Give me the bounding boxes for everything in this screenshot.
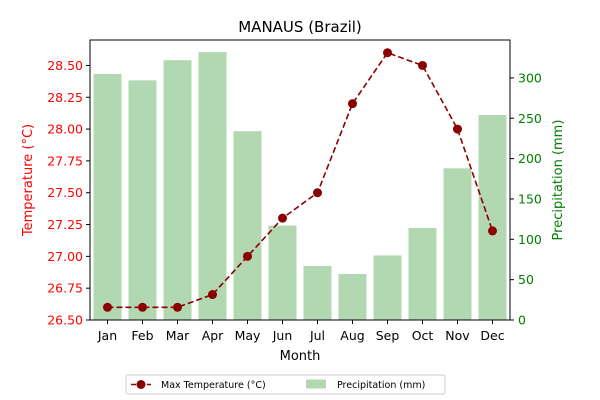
x-tick-label: Sep	[376, 328, 400, 343]
x-axis-label: Month	[280, 349, 321, 364]
right-y-tick-label: 50	[518, 272, 534, 287]
right-y-axis-label: Precipitation (mm)	[551, 120, 566, 241]
temperature-line	[107, 51, 494, 309]
precipitation-bar	[478, 115, 507, 320]
x-tick-label: Jun	[272, 328, 293, 343]
temperature-point	[383, 48, 392, 58]
legend-label-temperature: Max Temperature (°C)	[161, 380, 266, 391]
temperature-point	[278, 213, 287, 223]
temperature-point	[103, 302, 112, 312]
precipitation-bar	[373, 255, 402, 320]
left-y-tick-label: 27.50	[47, 185, 83, 200]
x-tick-label: Jan	[97, 328, 117, 343]
temperature-point	[418, 60, 427, 70]
precipitation-bar	[443, 168, 472, 320]
x-tick-label: Oct	[412, 328, 434, 343]
left-y-tick-label: 27.75	[47, 153, 83, 168]
precipitation-bar	[128, 80, 157, 320]
left-y-tick-label: 28.50	[47, 58, 83, 73]
x-tick-label: Feb	[131, 328, 153, 343]
right-y-tick-label: 150	[518, 191, 542, 206]
precipitation-bar	[303, 265, 332, 320]
legend-marker-swatch	[136, 380, 146, 389]
right-y-axis: 0 50 100 150 200 250 300	[510, 70, 542, 328]
left-y-tick-label: 26.50	[47, 313, 83, 328]
precipitation-bar	[338, 274, 367, 320]
legend-label-precipitation: Precipitation (mm)	[337, 380, 425, 391]
precipitation-bar	[198, 52, 227, 320]
left-y-tick-label: 28.25	[47, 90, 83, 105]
precipitation-bar	[408, 228, 437, 320]
plot-frame	[89, 39, 511, 321]
right-y-tick-label: 0	[518, 313, 526, 328]
left-y-tick-label: 27.00	[47, 249, 83, 264]
left-y-tick-label: 28.00	[47, 122, 83, 137]
x-tick-label: Mar	[166, 328, 190, 343]
temperature-point	[453, 124, 462, 134]
precipitation-bars	[93, 52, 507, 320]
right-y-tick-label: 250	[518, 111, 542, 126]
right-y-tick-label: 300	[518, 70, 542, 85]
right-y-tick-label: 100	[518, 232, 542, 247]
x-tick-label: Apr	[202, 328, 224, 343]
precipitation-bar	[163, 60, 192, 320]
precipitation-bar	[93, 73, 122, 320]
x-tick-label: Jul	[309, 328, 325, 343]
chart-title: MANAUS (Brazil)	[238, 18, 362, 36]
temperature-point	[208, 290, 217, 300]
precipitation-bar	[233, 131, 262, 320]
legend-frame	[125, 374, 446, 395]
temperature-point	[313, 188, 322, 198]
left-y-tick-label: 27.25	[47, 217, 83, 232]
legend-bar-swatch	[306, 379, 326, 389]
temperature-point	[138, 302, 147, 312]
temperature-line-series	[103, 48, 497, 312]
legend: Max Temperature (°C) Precipitation (mm)	[125, 374, 446, 395]
left-y-axis: 26.50 26.75 27.00 27.25 27.50 27.75 28.00 28.25…	[47, 58, 90, 328]
temperature-point	[243, 251, 252, 261]
x-tick-label: May	[235, 328, 261, 343]
temperature-point	[488, 226, 497, 236]
temperature-point	[348, 99, 357, 109]
x-axis: Jan Feb Mar Apr May Jun Jul Aug Sep Oct Nov Dec	[97, 320, 505, 343]
temperature-point	[173, 302, 182, 312]
precipitation-bar	[268, 225, 297, 320]
left-y-axis-label: Temperature (°C)	[21, 124, 36, 237]
x-tick-label: Nov	[445, 328, 470, 343]
x-tick-label: Dec	[480, 328, 504, 343]
right-y-tick-label: 200	[518, 151, 542, 166]
x-tick-label: Aug	[340, 328, 364, 343]
left-y-tick-label: 26.75	[47, 281, 83, 296]
